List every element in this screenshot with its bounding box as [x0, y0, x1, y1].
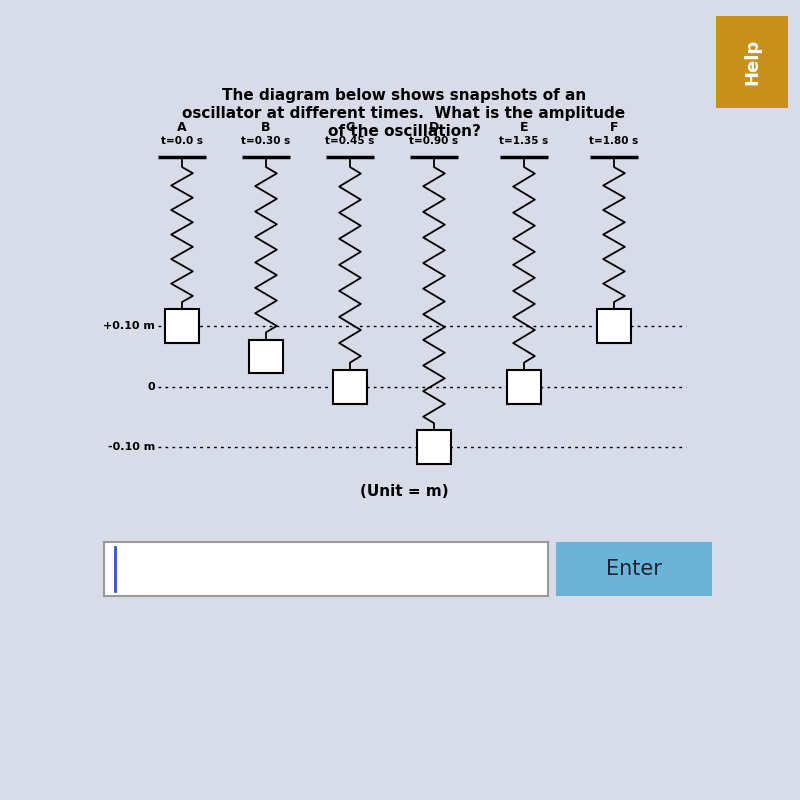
Bar — [165, 310, 198, 343]
Text: A: A — [177, 121, 187, 134]
Bar — [597, 310, 631, 343]
Text: -0.10 m: -0.10 m — [108, 442, 155, 452]
FancyBboxPatch shape — [714, 14, 790, 110]
Text: Help: Help — [743, 39, 761, 85]
Text: t=0.45 s: t=0.45 s — [326, 136, 374, 146]
FancyBboxPatch shape — [553, 542, 715, 596]
Text: oscillator at different times.  What is the amplitude: oscillator at different times. What is t… — [182, 106, 626, 121]
Text: of the oscillation?: of the oscillation? — [327, 123, 481, 138]
Text: (Unit = m): (Unit = m) — [360, 484, 448, 499]
Text: C: C — [346, 121, 354, 134]
Text: 0: 0 — [147, 382, 155, 392]
Text: B: B — [262, 121, 270, 134]
Text: F: F — [610, 121, 618, 134]
Bar — [418, 430, 451, 464]
Text: t=0.30 s: t=0.30 s — [242, 136, 290, 146]
Text: t=0.90 s: t=0.90 s — [410, 136, 458, 146]
Bar — [333, 370, 366, 404]
Text: t=0.0 s: t=0.0 s — [161, 136, 203, 146]
Text: E: E — [520, 121, 528, 134]
Text: Enter: Enter — [606, 558, 662, 579]
Text: t=1.80 s: t=1.80 s — [590, 136, 638, 146]
Bar — [250, 339, 283, 374]
Text: +0.10 m: +0.10 m — [103, 322, 155, 331]
Text: D: D — [429, 121, 439, 134]
Text: t=1.35 s: t=1.35 s — [499, 136, 549, 146]
Text: The diagram below shows snapshots of an: The diagram below shows snapshots of an — [222, 88, 586, 102]
Bar — [507, 370, 541, 404]
